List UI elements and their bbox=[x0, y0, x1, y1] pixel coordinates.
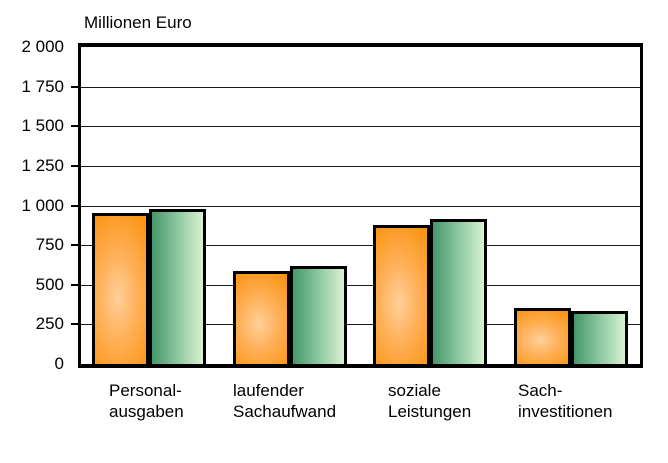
y-tick bbox=[71, 125, 78, 128]
gridline bbox=[81, 86, 640, 88]
gridline bbox=[81, 245, 640, 247]
gridline bbox=[81, 284, 640, 286]
category-label-line: ausgaben bbox=[109, 402, 184, 421]
y-axis-label: 1 250 bbox=[21, 155, 64, 175]
bar-group bbox=[232, 47, 347, 364]
category-label-line: Sach- bbox=[518, 381, 563, 400]
bar-series-orange bbox=[513, 307, 571, 364]
y-axis-label: 1 000 bbox=[21, 195, 64, 215]
category-label-line: Leistungen bbox=[388, 402, 472, 421]
chart-title: Millionen Euro bbox=[84, 13, 192, 32]
y-tick bbox=[71, 85, 78, 88]
bar-group bbox=[513, 47, 628, 364]
y-tick bbox=[71, 323, 78, 326]
gridline bbox=[81, 126, 640, 128]
category-label: laufender Sachaufwand bbox=[233, 380, 336, 422]
bar-group bbox=[373, 47, 488, 364]
category-label: Sach-investitionen bbox=[518, 380, 613, 422]
bar-series-orange bbox=[232, 270, 290, 364]
bar-series-orange bbox=[373, 225, 431, 364]
y-axis-label: 750 bbox=[35, 235, 64, 255]
y-axis-label: 0 bbox=[54, 354, 64, 373]
y-tick bbox=[71, 204, 78, 207]
bar-series-green bbox=[289, 265, 347, 364]
category-label-line: Sachaufwand bbox=[233, 402, 337, 421]
y-tick bbox=[71, 164, 78, 167]
bar-series-green bbox=[149, 208, 206, 364]
category-label-line: Personal- bbox=[109, 381, 182, 400]
y-axis-label: 2 000 bbox=[21, 37, 64, 56]
gridline bbox=[81, 165, 640, 167]
bars-container bbox=[81, 47, 640, 364]
gridline bbox=[81, 205, 640, 207]
bar-series-green bbox=[430, 218, 488, 364]
bar-series-green bbox=[570, 310, 628, 364]
y-axis-label: 1 750 bbox=[21, 76, 64, 96]
bar-series-orange bbox=[92, 212, 149, 364]
y-tick bbox=[71, 244, 78, 247]
y-axis-label: 250 bbox=[35, 314, 64, 334]
plot-area bbox=[78, 43, 643, 368]
y-axis-label: 1 500 bbox=[21, 116, 64, 136]
category-label-line: laufender bbox=[233, 381, 304, 400]
category-label: soziale Leistungen bbox=[388, 380, 471, 422]
y-tick bbox=[71, 283, 78, 286]
category-label: Personal-ausgaben bbox=[109, 380, 184, 422]
category-label-line: investitionen bbox=[518, 402, 613, 421]
gridline bbox=[81, 324, 640, 326]
bar-group bbox=[92, 47, 206, 364]
y-axis-label: 500 bbox=[35, 274, 64, 294]
category-label-line: soziale bbox=[388, 381, 441, 400]
